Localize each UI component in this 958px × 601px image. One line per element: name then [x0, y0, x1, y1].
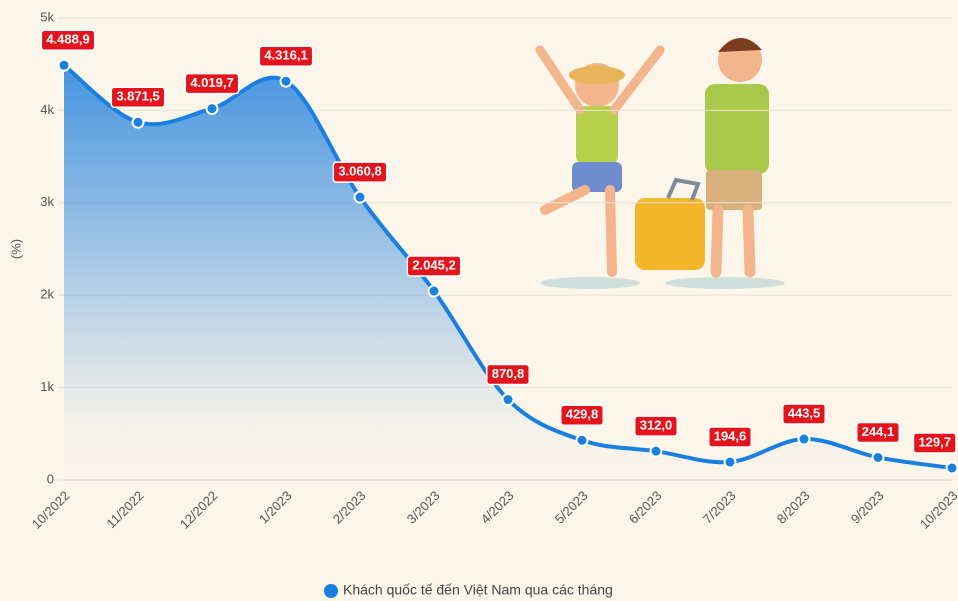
x-tick-label: 4/2023 [478, 488, 517, 527]
value-label-text: 870,8 [492, 366, 525, 381]
point [945, 461, 958, 475]
x-tick-label: 9/2023 [848, 488, 887, 527]
point [871, 450, 885, 464]
value-label-box [184, 72, 240, 95]
value-label-text: 129,7 [918, 434, 951, 449]
value-label: 129,7 [912, 432, 957, 454]
value-label-text: 194,6 [714, 428, 747, 443]
value-label-text: 443,5 [788, 405, 821, 420]
point [279, 74, 293, 88]
point [427, 284, 441, 298]
value-label: 3.060,8 [332, 161, 388, 183]
value-label: 4.316,1 [258, 45, 314, 67]
x-tick-label: 8/2023 [774, 488, 813, 527]
x-tick-label: 10/2023 [917, 488, 958, 532]
y-tick-label: 3k [40, 194, 54, 209]
value-label-text: 312,0 [640, 418, 673, 433]
value-label-box [40, 29, 96, 51]
y-tick-label: 1k [40, 379, 54, 394]
x-tick-label: 10/2022 [29, 488, 73, 532]
point [501, 393, 515, 407]
point [131, 115, 145, 129]
value-label-box [633, 415, 679, 437]
x-tick-label: 11/2022 [103, 488, 146, 531]
value-label-box [485, 363, 531, 386]
value-label-box [559, 404, 605, 427]
value-label-box [912, 432, 957, 454]
area [64, 65, 952, 480]
point [649, 444, 663, 458]
value-label-box [332, 161, 388, 183]
value-label-text: 244,1 [862, 424, 895, 439]
x-tick-label: 12/2022 [177, 488, 221, 532]
value-label-text: 3.060,8 [338, 164, 381, 179]
value-label-box [406, 255, 462, 277]
value-label-text: 3.871,5 [116, 89, 159, 104]
point [57, 58, 71, 72]
value-label-text: 4.316,1 [264, 48, 307, 63]
y-axis-label: (%) [8, 239, 23, 259]
value-label: 312,0 [633, 415, 679, 437]
legend-label: Khách quốc tế đến Việt Nam qua các tháng [343, 582, 613, 598]
x-tick-label: 2/2023 [330, 488, 369, 527]
point [353, 190, 367, 204]
value-label-text: 4.019,7 [190, 75, 233, 90]
x-tick-label: 7/2023 [700, 488, 739, 527]
value-label-box [110, 86, 166, 109]
illustration [535, 37, 785, 289]
value-label-text: 4.488,9 [46, 32, 89, 47]
value-label-text: 2.045,2 [412, 257, 455, 272]
value-label-box [707, 426, 753, 448]
value-label: 244,1 [855, 421, 901, 444]
point [205, 102, 219, 116]
x-tick-label: 1/2023 [256, 488, 295, 527]
value-label: 4.488,9 [40, 29, 96, 51]
x-tick-label: 5/2023 [552, 488, 591, 527]
value-label: 194,6 [707, 426, 753, 448]
x-tick-label: 3/2023 [404, 488, 443, 527]
value-label: 3.871,5 [110, 86, 166, 109]
y-tick-label: 2k [40, 287, 54, 302]
value-label: 4.019,7 [184, 72, 240, 95]
y-tick-label: 4k [40, 102, 54, 117]
x-tick-label: 6/2023 [626, 488, 665, 527]
point [575, 433, 589, 447]
point [797, 432, 811, 446]
legend-marker [324, 584, 338, 598]
y-tick-label: 5k [40, 9, 54, 24]
value-label-box [781, 403, 827, 425]
point [723, 455, 737, 469]
value-label: 2.045,2 [406, 255, 462, 277]
y-tick-label: 0 [47, 471, 54, 486]
value-label-box [855, 421, 901, 444]
value-label: 443,5 [781, 403, 827, 425]
value-label: 429,8 [559, 404, 605, 427]
value-label: 870,8 [485, 363, 531, 386]
value-label-box [258, 45, 314, 67]
value-label-text: 429,8 [566, 407, 599, 422]
